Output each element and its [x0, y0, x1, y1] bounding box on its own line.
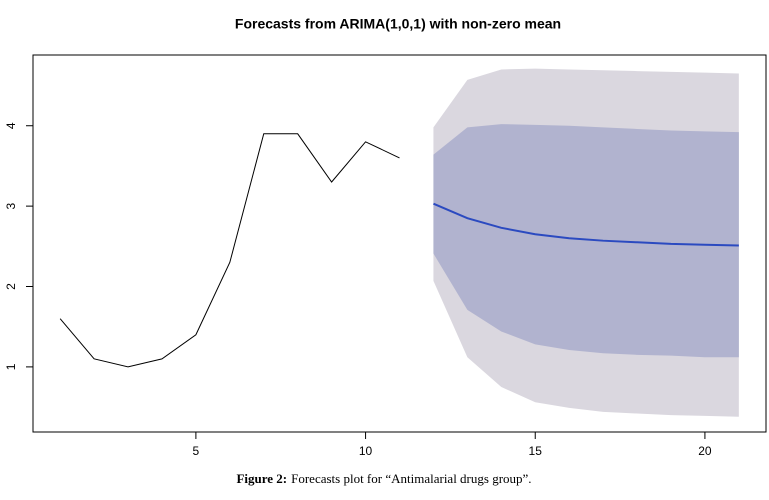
caption: Figure 2: Forecasts plot for “Antimalaria…: [236, 471, 531, 486]
y-tick-label: 4: [4, 122, 18, 129]
caption-label: Figure 2:: [236, 471, 287, 486]
series-line: [59, 133, 400, 368]
y-tick-label: 2: [4, 283, 18, 290]
y-tick-label: 1: [4, 363, 18, 370]
caption-text: Forecasts plot for “Antimalarial drugs g…: [291, 471, 531, 486]
interval-band: [433, 124, 739, 358]
y-tick-label: 3: [4, 202, 18, 209]
plot-frame: [32, 54, 767, 433]
x-tick-label: 15: [529, 444, 543, 458]
x-tick-label: 10: [359, 444, 373, 458]
series-line: [433, 202, 739, 247]
x-tick-label: 20: [698, 444, 712, 458]
chart-title: Forecasts from ARIMA(1,0,1) with non-zer…: [235, 16, 561, 32]
x-tick-label: 5: [193, 444, 200, 458]
